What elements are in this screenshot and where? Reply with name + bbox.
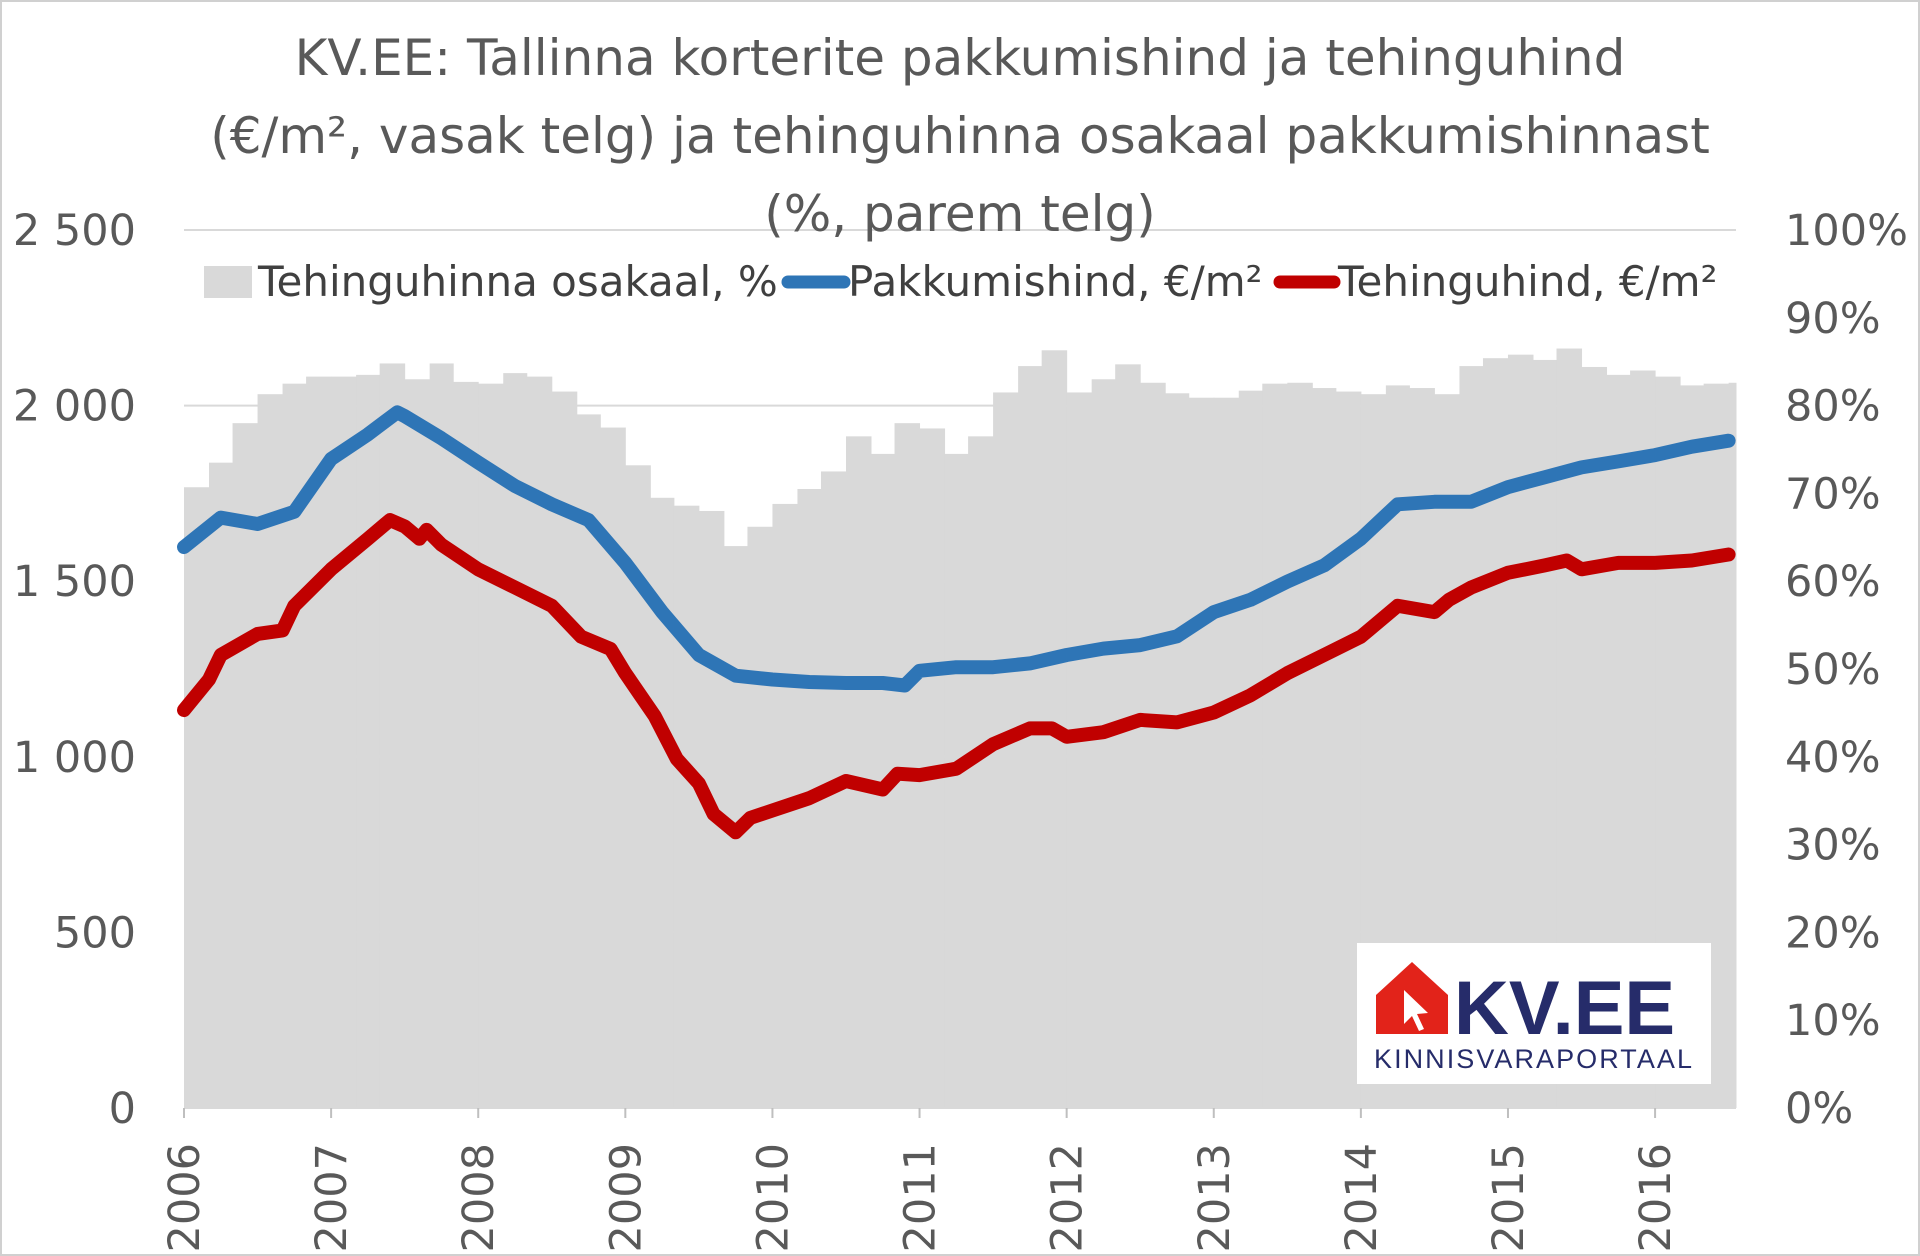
line-series [177, 405, 1736, 840]
cursor-icon [1404, 990, 1428, 1031]
bar [379, 363, 406, 1108]
bar [257, 394, 284, 1108]
bar [184, 487, 210, 1108]
title-line-2: (€/m², vasak telg) ja tehinguhinna osaka… [210, 107, 1710, 165]
y-right-tick-label: 40% [1785, 733, 1881, 783]
x-tick-label: 2009 [601, 1143, 651, 1252]
legend-label-deal: Tehinguhind, €/m² [1337, 257, 1717, 306]
legend: Tehinguhinna osakaal, % Pakkumishind, €/… [204, 257, 1717, 306]
x-tick-label: 2011 [896, 1143, 946, 1252]
bar [331, 376, 357, 1109]
bar [944, 453, 969, 1108]
bar [1165, 393, 1190, 1109]
y-left-tick-label: 2 500 [13, 206, 136, 256]
x-axis: 2006 2007 2008 2009 2010 2011 2012 2013 2014 2015… [160, 1107, 1736, 1252]
bar [968, 436, 994, 1109]
legend-label-share: Tehinguhinna osakaal, % [257, 257, 778, 306]
y-right-tick-label: 70% [1785, 469, 1881, 519]
y-right-tick-label: 10% [1785, 996, 1881, 1046]
x-tick-label: 2010 [748, 1143, 798, 1252]
y-right-tick-label: 0% [1785, 1084, 1853, 1134]
bar [209, 462, 234, 1108]
bar [356, 374, 381, 1108]
bar [845, 436, 872, 1109]
y-right-tick-label: 20% [1785, 908, 1881, 958]
line-offer-price [177, 405, 1736, 693]
bar [478, 383, 504, 1108]
kv-ee-logo: KV.EE KINNISVARAPORTAAL [1357, 943, 1711, 1084]
line-deal-price [177, 513, 1736, 840]
bar [1066, 392, 1093, 1108]
y-right-tick-label: 30% [1785, 821, 1881, 871]
y-right-tick-label: 80% [1785, 382, 1881, 432]
bar [993, 392, 1019, 1108]
bar [673, 505, 700, 1108]
bar [1238, 390, 1263, 1108]
y-axis-right: 0% 10% 20% 30% 40% 50% 60% 70% 80% 90% 100% [1785, 206, 1908, 1134]
x-tick-label: 2012 [1043, 1143, 1093, 1252]
x-tick-label: 2013 [1190, 1143, 1240, 1252]
bar [1287, 382, 1313, 1109]
y-right-tick-label: 90% [1785, 294, 1881, 344]
x-tick-label: 2014 [1337, 1143, 1387, 1252]
title-line-1: KV.EE: Tallinna korterite pakkumishind j… [295, 29, 1626, 87]
bar [404, 379, 431, 1108]
x-tick-label: 2015 [1484, 1143, 1534, 1252]
bar [1115, 364, 1141, 1109]
bar [894, 423, 921, 1108]
title-line-3: (%, parem telg) [764, 185, 1156, 243]
bar [1213, 397, 1240, 1108]
bar [1188, 397, 1215, 1108]
x-tick-label: 2007 [307, 1143, 357, 1252]
x-tick-label: 2008 [454, 1143, 504, 1252]
bar [1262, 383, 1288, 1108]
x-tick-label: 2006 [160, 1143, 210, 1252]
x-tick-label: 2016 [1631, 1143, 1681, 1252]
legend-swatch-share [204, 266, 252, 298]
logo-subtext: KINNISVARAPORTAAL [1374, 1044, 1692, 1074]
y-left-tick-label: 1 000 [13, 733, 136, 783]
bar [1312, 388, 1337, 1108]
y-right-tick-label: 50% [1785, 645, 1881, 695]
bar [429, 363, 454, 1108]
y-right-tick-label: 60% [1785, 557, 1881, 607]
y-right-tick-label: 100% [1785, 206, 1908, 256]
legend-label-offer: Pakkumishind, €/m² [848, 257, 1263, 306]
bar [453, 381, 479, 1108]
y-left-tick-label: 2 000 [13, 382, 136, 432]
logo-text: KV.EE [1454, 966, 1675, 1051]
y-left-tick-label: 500 [54, 908, 136, 958]
chart-title: KV.EE: Tallinna korterite pakkumishind j… [210, 29, 1710, 243]
bar [1728, 382, 1737, 1109]
y-left-tick-label: 1 500 [13, 557, 136, 607]
bar [232, 423, 259, 1108]
bar [650, 497, 675, 1108]
y-left-tick-label: 0 [109, 1084, 136, 1134]
bar [1091, 379, 1116, 1108]
bar [1140, 382, 1166, 1109]
y-axis-left: 0 500 1 000 1 500 2 000 2 500 [13, 206, 136, 1134]
